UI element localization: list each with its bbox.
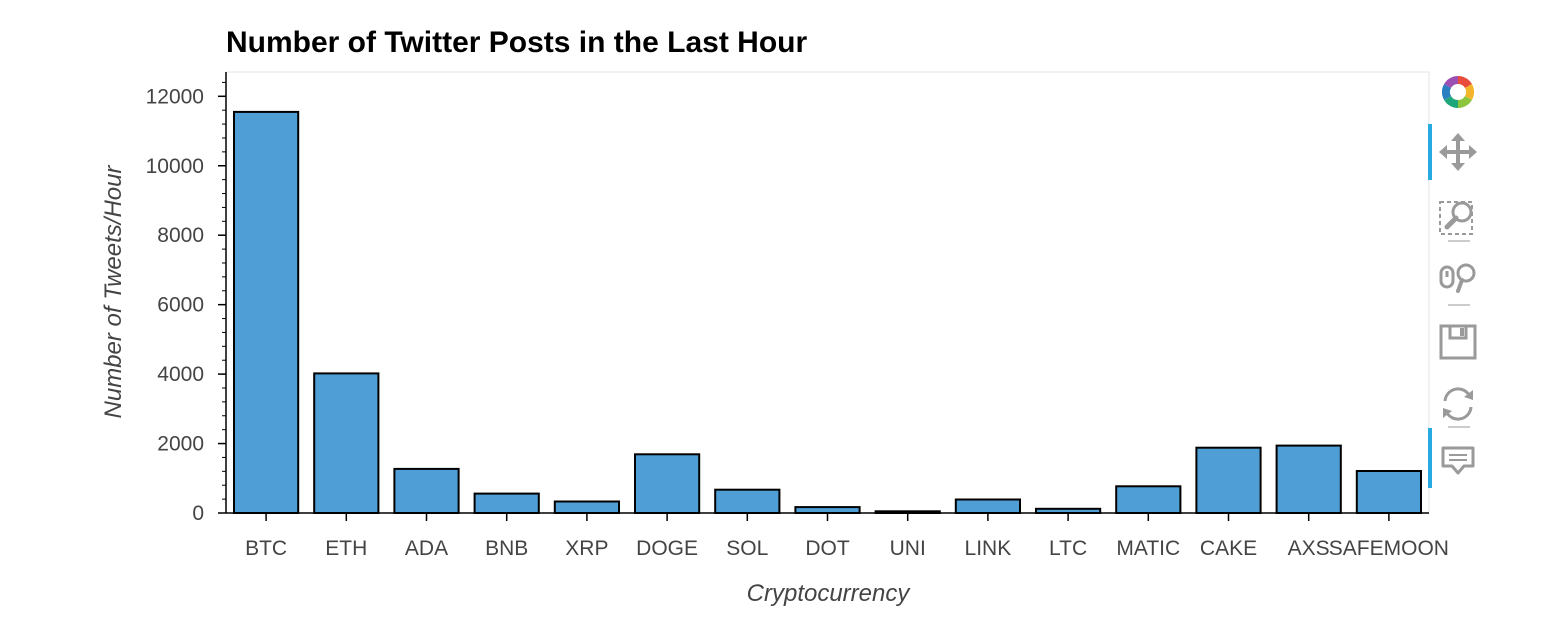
- y-tick-label: 4000: [157, 363, 204, 386]
- active-indicator: [1428, 124, 1432, 180]
- y-tick-label: 0: [192, 502, 204, 525]
- y-tick-label: 2000: [157, 433, 204, 456]
- y-tick-label: 10000: [146, 155, 204, 178]
- x-tick-label: SAFEMOON: [1329, 537, 1449, 560]
- bar-axs[interactable]: [1275, 444, 1342, 515]
- x-tick-label: LTC: [1049, 537, 1087, 560]
- x-tick-label: AXS: [1288, 537, 1330, 560]
- y-axis: 0 2000 4000 6000 8000 10000 12000: [146, 72, 227, 525]
- x-tick-label: XRP: [565, 537, 608, 560]
- reset-icon: [1443, 387, 1473, 421]
- x-tick-label: DOT: [805, 537, 850, 560]
- chart-title: Number of Twitter Posts in the Last Hour: [226, 26, 808, 59]
- bar-cake[interactable]: [1195, 446, 1262, 515]
- bar-eth[interactable]: [313, 372, 380, 514]
- bar-bnb[interactable]: [473, 492, 540, 515]
- y-tick-label: 6000: [157, 294, 204, 317]
- bars-group: [233, 110, 1423, 515]
- box-zoom-tool-button[interactable]: [1428, 188, 1488, 244]
- toolbar-separator: [1448, 240, 1470, 242]
- bar-doge[interactable]: [634, 453, 701, 514]
- wheel-zoom-icon: [1439, 263, 1476, 293]
- hover-tool-button[interactable]: [1428, 428, 1488, 488]
- x-axis: BTC ETH ADA BNB XRP DOGE SOL DOT UNI LINK LTC MATIC…: [226, 512, 1449, 560]
- x-tick-label: ADA: [405, 537, 448, 560]
- active-indicator: [1428, 428, 1432, 488]
- x-tick-label: SOL: [726, 537, 768, 560]
- toolbar-separator: [1448, 426, 1470, 428]
- x-tick-label: MATIC: [1116, 537, 1180, 560]
- save-tool-button[interactable]: [1428, 312, 1488, 368]
- x-tick-label: BNB: [485, 537, 528, 560]
- bar-ada[interactable]: [393, 467, 460, 514]
- toolbar-separator: [1448, 304, 1470, 306]
- pan-icon: [1439, 133, 1477, 171]
- bar-sol[interactable]: [714, 488, 781, 515]
- bokeh-logo-icon: [1441, 75, 1475, 109]
- pan-tool-button[interactable]: [1428, 124, 1488, 180]
- y-tick-label: 8000: [157, 224, 204, 247]
- bar-dot[interactable]: [794, 506, 861, 515]
- bar-link[interactable]: [954, 498, 1021, 514]
- y-axis-label: Number of Tweets/Hour: [100, 165, 127, 419]
- x-tick-label: BTC: [245, 537, 287, 560]
- x-axis-label: Cryptocurrency: [747, 580, 912, 607]
- x-tick-label: CAKE: [1200, 537, 1257, 560]
- wheel-zoom-tool-button[interactable]: [1428, 250, 1488, 306]
- reset-tool-button[interactable]: [1428, 374, 1488, 430]
- box-zoom-icon: [1439, 201, 1473, 235]
- x-tick-label: LINK: [965, 537, 1012, 560]
- x-tick-label: DOGE: [636, 537, 698, 560]
- y-tick-label: 12000: [146, 85, 204, 108]
- hover-icon: [1441, 446, 1475, 475]
- save-icon: [1439, 324, 1477, 360]
- bokeh-logo[interactable]: [1428, 64, 1488, 120]
- x-tick-label: UNI: [890, 537, 926, 560]
- x-tick-label: ETH: [325, 537, 367, 560]
- bar-safemoon[interactable]: [1355, 470, 1423, 514]
- bar-matic[interactable]: [1115, 485, 1182, 514]
- bar-xrp[interactable]: [553, 500, 620, 514]
- plot-toolbar: [1428, 64, 1488, 504]
- bar-btc[interactable]: [233, 110, 300, 515]
